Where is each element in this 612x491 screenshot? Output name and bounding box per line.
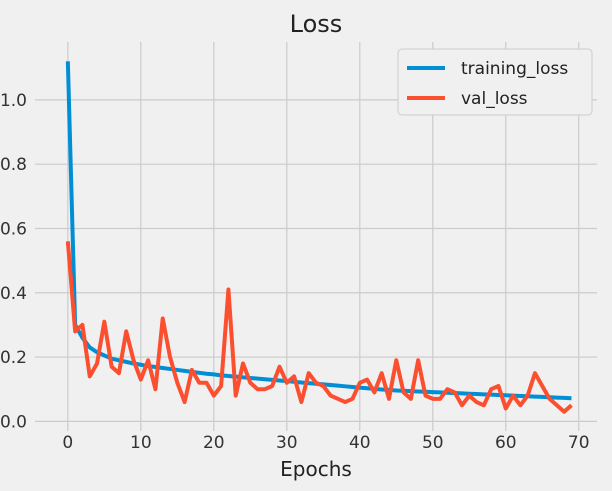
legend-box: [397, 48, 593, 116]
tick-labels: 0 10 20 30 40 50 60 70 0.0 0.2 0.4 0.6 0.8 1.0: [0, 91, 590, 453]
x-tick-label: 50: [422, 433, 444, 453]
y-tick-label: 0.8: [0, 155, 27, 175]
x-tick-label: 60: [495, 433, 517, 453]
y-tick-label: 0.2: [0, 348, 27, 368]
legend-label-val-loss: val_loss: [461, 89, 528, 109]
chart-title: Loss: [290, 10, 343, 38]
series-lines: [65, 61, 573, 414]
x-tick-label: 10: [130, 433, 152, 453]
y-tick-label: 0.0: [0, 412, 27, 432]
series-line-val-loss: [65, 241, 573, 414]
legend: training_loss val_loss: [397, 48, 593, 116]
x-tick-label: 0: [62, 433, 73, 453]
y-tick-label: 0.6: [0, 219, 27, 239]
y-tick-label: 1.0: [0, 91, 27, 111]
x-tick-label: 20: [203, 433, 225, 453]
x-tick-label: 40: [349, 433, 371, 453]
x-axis-title: Epochs: [280, 457, 352, 481]
legend-label-training-loss: training_loss: [461, 59, 568, 79]
x-tick-label: 30: [276, 433, 298, 453]
x-tick-label: 70: [568, 433, 590, 453]
y-tick-label: 0.4: [0, 284, 27, 304]
